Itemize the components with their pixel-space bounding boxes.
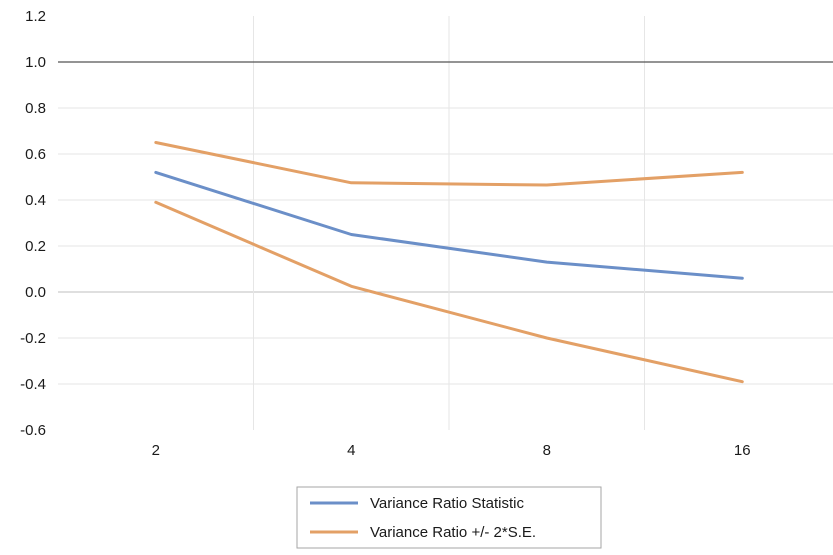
y-tick-label: -0.6 bbox=[20, 422, 46, 439]
series-lines bbox=[154, 141, 744, 384]
y-tick-label: 0.2 bbox=[25, 238, 46, 255]
y-tick-label: -0.4 bbox=[20, 376, 46, 393]
legend: Variance Ratio Statistic Variance Ratio … bbox=[296, 486, 602, 549]
y-tick-label: 0.6 bbox=[25, 146, 46, 163]
legend-label-statistic: Variance Ratio Statistic bbox=[370, 495, 524, 512]
series-line-statistic bbox=[154, 170, 744, 280]
axes: 1.2 1.0 0.8 0.6 0.4 0.2 0.0 -0.2 -0.4 -0.6 2 4 8 16 bbox=[20, 8, 750, 459]
series-line-lower-band bbox=[154, 200, 744, 384]
y-tick-label: 0.4 bbox=[25, 192, 46, 209]
x-tick-label: 4 bbox=[347, 442, 355, 459]
x-tick-label: 8 bbox=[543, 442, 551, 459]
x-tick-label: 16 bbox=[734, 442, 751, 459]
y-tick-label: -0.2 bbox=[20, 330, 46, 347]
legend-label-bands: Variance Ratio +/- 2*S.E. bbox=[370, 524, 536, 541]
y-tick-label: 1.2 bbox=[25, 8, 46, 25]
series-line-upper-band bbox=[154, 141, 744, 187]
y-tick-label: 0.0 bbox=[25, 284, 46, 301]
legend-box bbox=[296, 486, 602, 549]
y-tick-label: 1.0 bbox=[25, 54, 46, 71]
x-tick-label: 2 bbox=[152, 442, 160, 459]
y-tick-label: 0.8 bbox=[25, 100, 46, 117]
grid bbox=[58, 16, 833, 430]
